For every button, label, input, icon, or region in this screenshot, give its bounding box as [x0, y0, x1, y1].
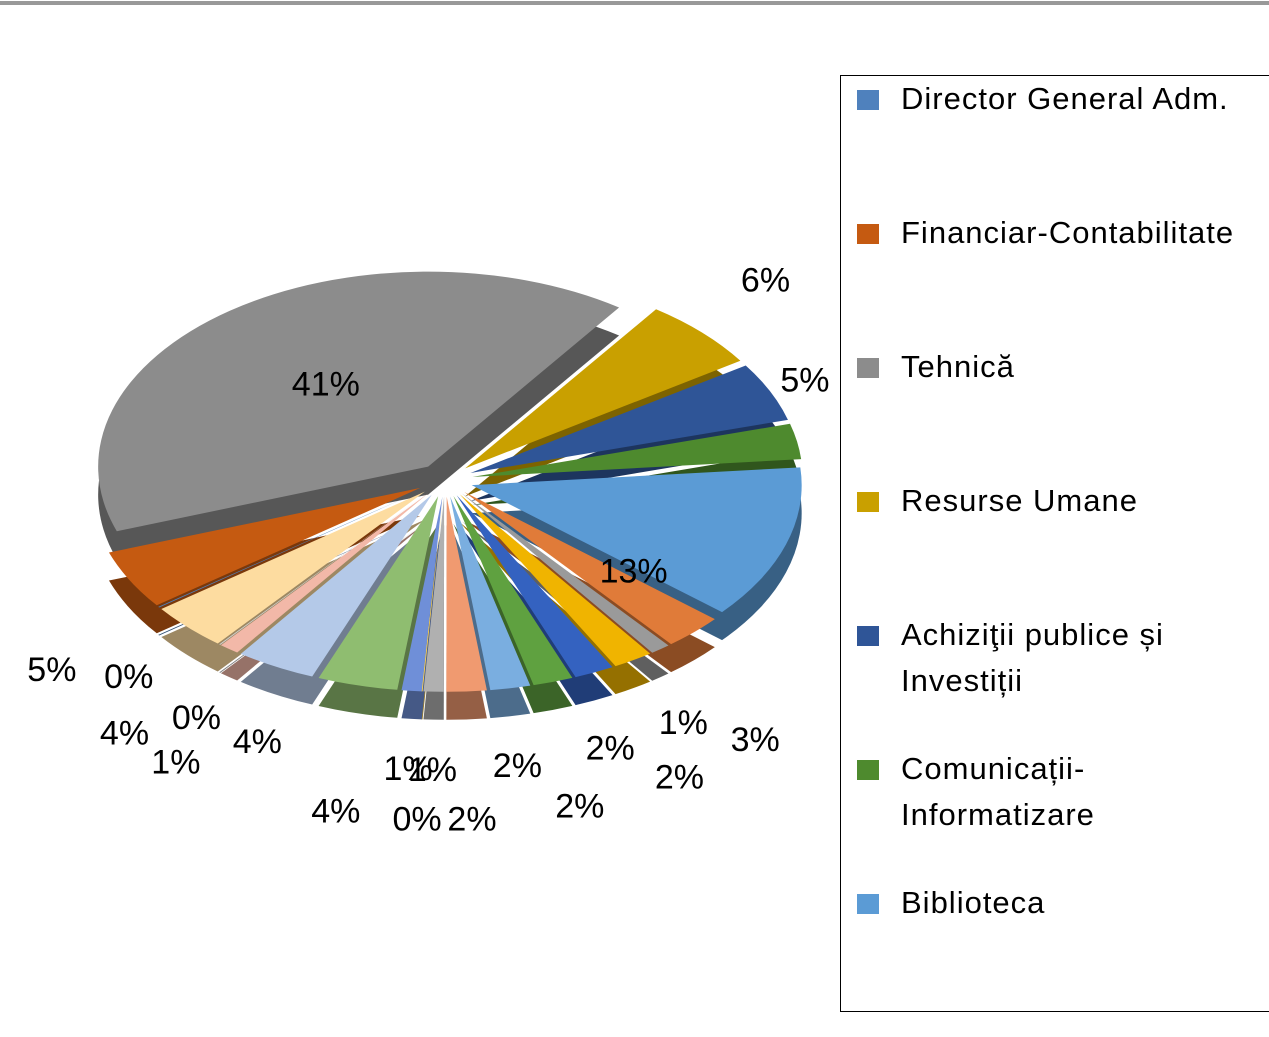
slice	[318, 496, 439, 690]
slice	[464, 492, 715, 645]
legend-entry: Tehnică	[857, 344, 1269, 390]
data-label: 1%	[408, 751, 457, 789]
legend-label: Director General Adm.	[901, 81, 1229, 116]
slice	[401, 496, 443, 692]
slice	[472, 423, 802, 477]
slice	[461, 493, 669, 653]
legend-entry: Comunicații-Informatizare	[857, 746, 1269, 838]
slice	[219, 493, 428, 645]
data-label: 1%	[659, 704, 708, 742]
legend-entry: Achiziţii publice și Investiții	[857, 612, 1269, 704]
data-label: 6%	[741, 261, 790, 299]
legend-label: Tehnică	[901, 349, 1015, 384]
slice	[161, 491, 425, 644]
data-label: 4%	[311, 792, 360, 830]
slice	[446, 496, 487, 692]
legend-entry: Resurse Umane	[857, 478, 1269, 524]
slice	[459, 494, 651, 667]
data-label: 1%	[383, 750, 432, 788]
slice	[471, 467, 802, 613]
data-label: 0%	[172, 699, 221, 737]
legend-label: Biblioteca	[901, 885, 1046, 920]
legend-swatch	[857, 492, 879, 512]
slice	[158, 490, 423, 608]
legend-label: Financiar-Contabilitate	[901, 215, 1235, 250]
slice	[470, 365, 788, 473]
legend: Director General Adm. Financiar-Contabili…	[840, 75, 1269, 1012]
legend-swatch	[857, 224, 879, 244]
slice	[456, 495, 613, 678]
slice	[423, 496, 445, 692]
legend-swatch	[857, 760, 879, 780]
data-label: 4%	[233, 723, 282, 761]
data-label: 4%	[100, 714, 149, 752]
data-label: 0%	[393, 800, 442, 838]
data-label: 13%	[600, 553, 668, 591]
slice	[453, 496, 573, 686]
slice	[98, 271, 620, 532]
legend-entry: Director General Adm.	[857, 76, 1269, 122]
legend-label: Resurse Umane	[901, 483, 1138, 518]
data-label: 5%	[780, 361, 829, 399]
legend-entry: Biblioteca	[857, 880, 1269, 926]
pie-tops	[98, 271, 802, 692]
data-label: 2%	[555, 788, 604, 826]
data-label: 2%	[447, 800, 496, 838]
legend-label: Comunicații-Informatizare	[901, 751, 1095, 832]
legend-swatch	[857, 90, 879, 110]
legend-swatch	[857, 894, 879, 914]
legend-swatch	[857, 358, 879, 378]
slice	[450, 496, 531, 691]
data-label: 2%	[493, 747, 542, 785]
data-label: 0%	[104, 658, 153, 696]
data-label: 3%	[731, 721, 780, 759]
legend-swatch	[857, 626, 879, 646]
slice	[240, 494, 432, 677]
data-label: 2%	[586, 730, 635, 768]
data-label: 41%	[292, 366, 360, 404]
data-label: 2%	[655, 759, 704, 797]
data-label: 5%	[27, 651, 76, 689]
slice	[465, 309, 741, 469]
slice	[108, 487, 421, 606]
legend-entry: Financiar-Contabilitate	[857, 210, 1269, 256]
data-label: 1%	[151, 743, 200, 781]
legend-label: Achiziţii publice și Investiții	[901, 617, 1164, 698]
slice	[220, 493, 429, 653]
